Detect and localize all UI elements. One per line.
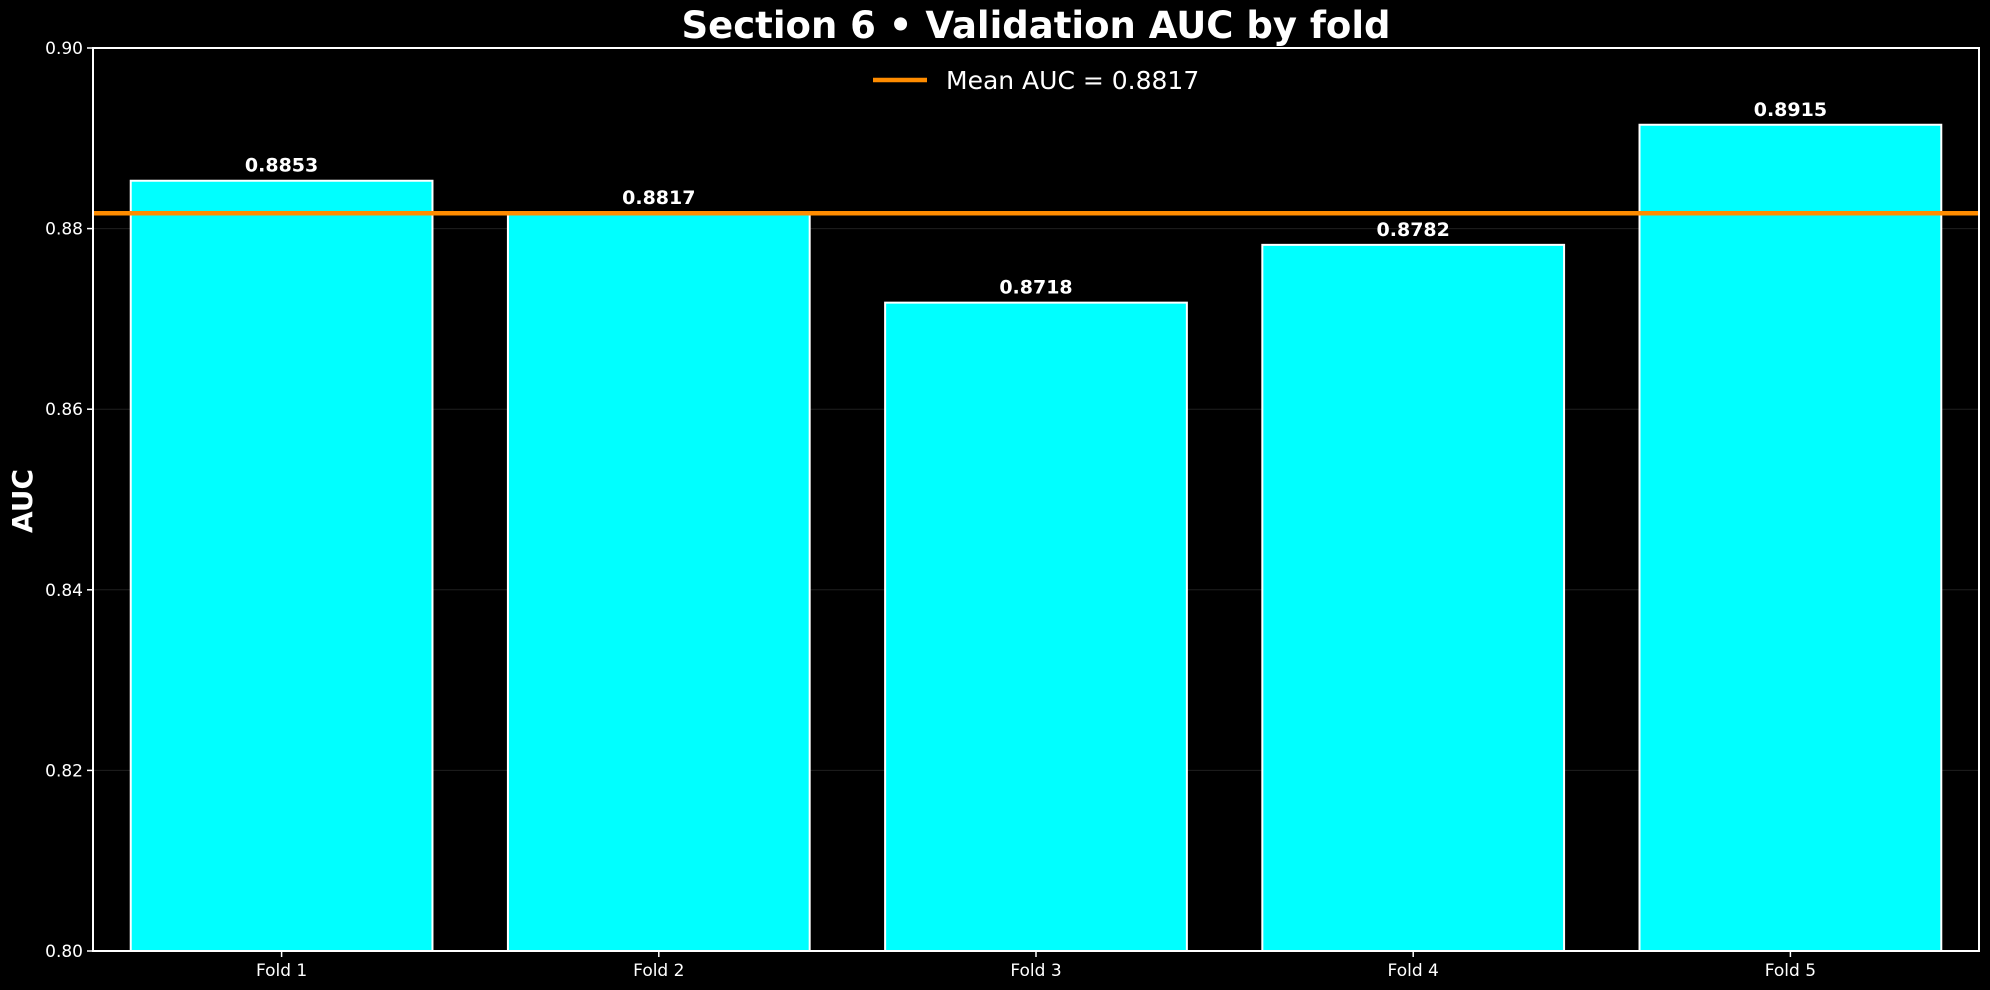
y-tick-label: 0.86 <box>45 400 83 420</box>
x-tick-label: Fold 3 <box>1010 961 1061 981</box>
legend-label-mean-auc: Mean AUC = 0.8817 <box>946 66 1199 95</box>
x-tick-label: Fold 2 <box>633 961 684 981</box>
data-label: 0.8718 <box>999 277 1072 299</box>
chart-title: Section 6 • Validation AUC by fold <box>682 4 1391 47</box>
x-tick-label: Fold 5 <box>1765 961 1816 981</box>
bar-fold-5 <box>1638 123 1943 952</box>
y-tick-label: 0.88 <box>45 220 83 240</box>
y-tick-label: 0.84 <box>45 581 83 601</box>
data-label: 0.8853 <box>245 155 318 177</box>
data-labels: 0.8853 0.8817 0.8718 0.8782 0.8915 <box>245 99 1827 299</box>
bar-fold-1 <box>129 179 434 952</box>
y-tick-label: 0.90 <box>45 39 83 59</box>
bar-fold-2 <box>506 212 811 952</box>
y-tick-label: 0.82 <box>45 761 83 781</box>
y-axis-ticks: 0.80 0.82 0.84 0.86 0.88 0.90 <box>45 39 93 962</box>
legend: Mean AUC = 0.8817 <box>873 66 1199 95</box>
y-axis-label: AUC <box>6 469 39 533</box>
x-tick-label: Fold 4 <box>1388 961 1439 981</box>
data-label: 0.8817 <box>622 187 695 209</box>
bars <box>129 123 1943 952</box>
bar-fold-3 <box>884 301 1188 952</box>
x-tick-label: Fold 1 <box>256 961 307 981</box>
data-label: 0.8782 <box>1377 219 1450 241</box>
x-axis-ticks: Fold 1 Fold 2 Fold 3 Fold 4 Fold 5 <box>256 951 1816 981</box>
data-label: 0.8915 <box>1754 99 1827 121</box>
y-tick-label: 0.80 <box>45 942 83 962</box>
bar-fold-4 <box>1261 243 1566 952</box>
